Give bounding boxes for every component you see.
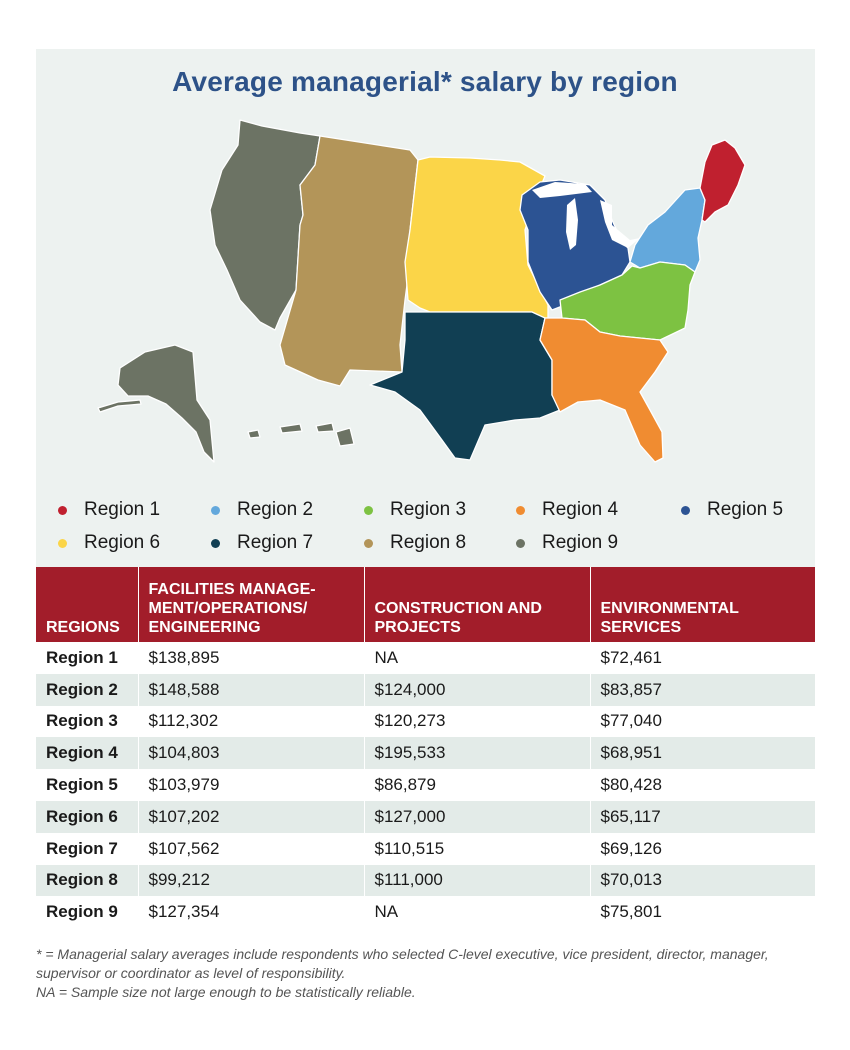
cell-region: Region 5 [36, 769, 138, 801]
legend-item-region-3: Region 3 [364, 498, 466, 522]
legend-item-region-6: Region 6 [58, 531, 160, 555]
legend-label-region-3: Region 3 [390, 499, 467, 520]
table-header-row: REGIONS FACILITIES MANAGE- MENT/OPERATIO… [36, 567, 815, 642]
cell-facilities: $138,895 [137, 642, 364, 674]
cell-construction: NA [363, 896, 590, 929]
legend-dot-region-5 [681, 505, 690, 515]
table-row: Region 4 $104,803 $195,533 $68,951 [36, 737, 815, 770]
lake-huron-erie [600, 200, 640, 248]
legend-label-region-4: Region 4 [542, 499, 619, 520]
legend-item-region-5: Region 5 [681, 498, 783, 522]
cell-region: Region 4 [36, 737, 138, 770]
cell-region: Region 9 [36, 896, 138, 929]
legend-dot-region-9 [516, 538, 525, 548]
legend-item-region-8: Region 8 [364, 531, 466, 555]
legend-label-region-9: Region 9 [542, 532, 619, 553]
cell-region: Region 3 [36, 705, 138, 738]
cell-facilities: $127,354 [137, 896, 364, 929]
legend-item-region-2: Region 2 [211, 498, 313, 522]
header-regions: REGIONS [36, 567, 138, 642]
cell-region: Region 6 [36, 800, 138, 833]
legend-dot-region-8 [364, 538, 373, 548]
cell-facilities: $148,588 [137, 673, 364, 706]
lake-superior [532, 182, 592, 198]
header-environmental: ENVIRONMENTAL SERVICES [589, 567, 815, 642]
legend-dot-region-3 [364, 505, 373, 515]
table-row: Region 5 $103,979 $86,879 $80,428 [36, 769, 815, 801]
region-9-hawaii [247, 422, 355, 447]
legend-item-region-7: Region 7 [211, 531, 313, 555]
cell-facilities: $104,803 [137, 737, 364, 770]
map-legend: Region 1 Region 2 Region 3 Region 4 Regi… [58, 498, 783, 555]
cell-environmental: $80,428 [589, 769, 815, 801]
legend-label-region-8: Region 8 [390, 532, 467, 553]
region-1-new-england [699, 139, 746, 223]
legend-item-region-1: Region 1 [58, 498, 160, 522]
region-9-aleutians [97, 399, 142, 413]
legend-dot-region-1 [58, 505, 67, 515]
cell-environmental: $77,040 [589, 705, 815, 738]
table-row: Region 1 $138,895 NA $72,461 [36, 642, 815, 674]
cell-facilities: $99,212 [137, 864, 364, 897]
region-4-southeast [539, 317, 669, 463]
cell-facilities: $103,979 [137, 769, 364, 801]
legend-dot-region-2 [211, 505, 220, 515]
cell-construction: NA [363, 642, 590, 674]
legend-dot-region-4 [516, 505, 525, 515]
cell-facilities: $107,202 [137, 800, 364, 833]
footnotes: * = Managerial salary averages include r… [36, 945, 826, 1002]
cell-region: Region 8 [36, 864, 138, 897]
region-9-alaska [117, 344, 215, 463]
cell-region: Region 7 [36, 832, 138, 865]
cell-environmental: $69,126 [589, 832, 815, 865]
cell-region: Region 2 [36, 673, 138, 706]
salary-table: REGIONS FACILITIES MANAGE- MENT/OPERATIO… [36, 567, 815, 929]
cell-construction: $86,879 [363, 769, 590, 801]
cell-region: Region 1 [36, 642, 138, 674]
table-row: Region 7 $107,562 $110,515 $69,126 [36, 832, 815, 865]
legend-label-region-2: Region 2 [237, 499, 314, 520]
table-row: Region 8 $99,212 $111,000 $70,013 [36, 864, 815, 897]
cell-construction: $120,273 [363, 705, 590, 738]
legend-dot-region-6 [58, 538, 67, 548]
legend-label-region-6: Region 6 [84, 532, 161, 553]
legend-label-region-1: Region 1 [84, 499, 161, 520]
cell-environmental: $72,461 [589, 642, 815, 674]
region-6-plains [404, 156, 549, 319]
legend-item-region-9: Region 9 [516, 531, 618, 555]
legend-label-region-5: Region 5 [707, 499, 784, 520]
cell-facilities: $107,562 [137, 832, 364, 865]
legend-dot-region-7 [211, 538, 220, 548]
header-facilities: FACILITIES MANAGE- MENT/OPERATIONS/ ENGI… [137, 567, 364, 642]
footnote-na: NA = Sample size not large enough to be … [36, 984, 416, 1000]
cell-construction: $127,000 [363, 800, 590, 833]
page-title: Average managerial* salary by region [172, 66, 678, 97]
cell-environmental: $75,801 [589, 896, 815, 929]
lake-michigan [566, 198, 578, 250]
table-row: Region 6 $107,202 $127,000 $65,117 [36, 800, 815, 833]
cell-construction: $124,000 [363, 673, 590, 706]
legend-label-region-7: Region 7 [237, 532, 314, 553]
cell-environmental: $70,013 [589, 864, 815, 897]
cell-construction: $195,533 [363, 737, 590, 770]
cell-construction: $111,000 [363, 864, 590, 897]
table-row: Region 3 $112,302 $120,273 $77,040 [36, 705, 815, 738]
table-row: Region 9 $127,354 NA $75,801 [36, 896, 815, 929]
cell-environmental: $68,951 [589, 737, 815, 770]
cell-construction: $110,515 [363, 832, 590, 865]
header-construction: CONSTRUCTION AND PROJECTS [363, 567, 590, 642]
cell-facilities: $112,302 [137, 705, 364, 738]
cell-environmental: $83,857 [589, 673, 815, 706]
footnote-asterisk: * = Managerial salary averages include r… [36, 946, 769, 981]
cell-environmental: $65,117 [589, 800, 815, 833]
us-region-map [97, 119, 746, 463]
legend-item-region-4: Region 4 [516, 498, 618, 522]
table-row: Region 2 $148,588 $124,000 $83,857 [36, 673, 815, 706]
